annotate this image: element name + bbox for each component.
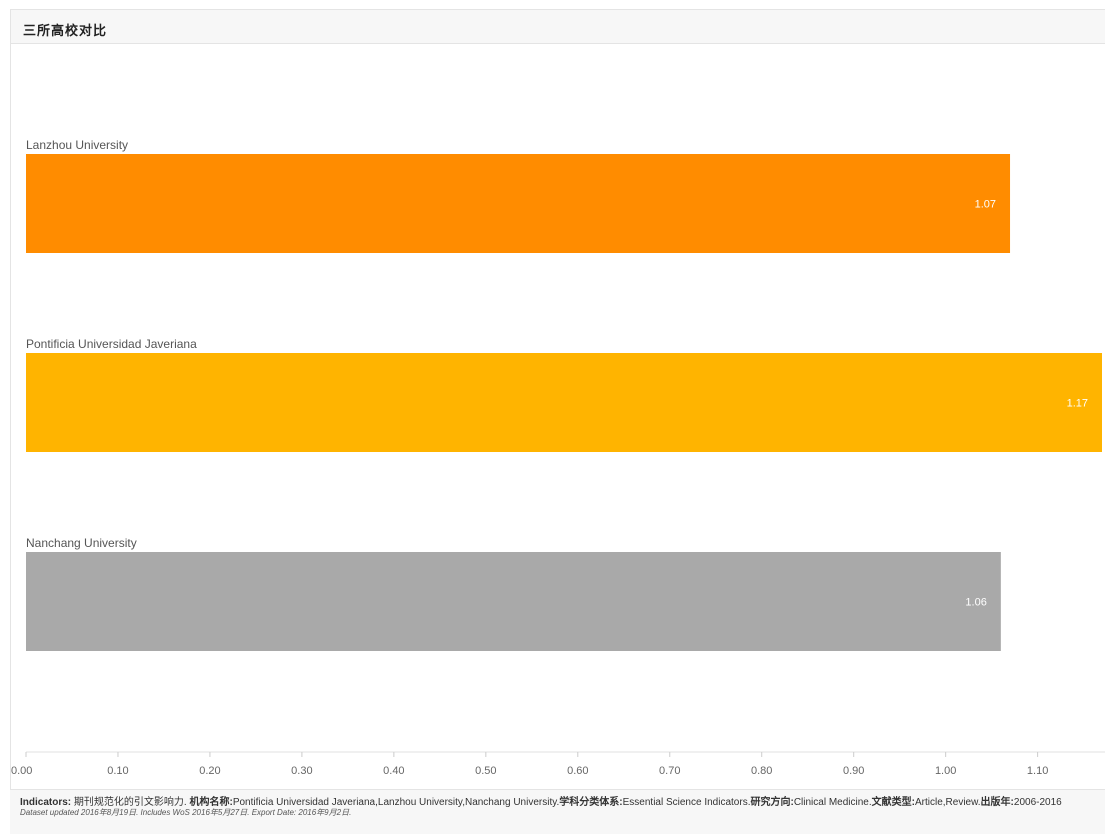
x-tick-label: 0.30 — [291, 765, 312, 777]
footer-note: Dataset updated 2016年8月19日. Includes WoS… — [20, 808, 352, 817]
x-tick-label: 1.00 — [935, 765, 956, 777]
footer-description: Indicators: 期刊规范化的引文影响力. 机构名称:Pontificia… — [20, 797, 1095, 808]
research-label: 研究方向: — [750, 797, 794, 808]
doctype-value: Article,Review. — [914, 797, 981, 808]
footer: Indicators: 期刊规范化的引文影响力. 机构名称:Pontificia… — [10, 789, 1105, 834]
year-value: 2006-2016 — [1013, 797, 1062, 808]
x-tick-label: 0.00 — [11, 765, 32, 777]
bar[interactable] — [26, 353, 1102, 452]
x-tick-label: 0.20 — [199, 765, 220, 777]
institution-value: Pontificia Universidad Javeriana,Lanzhou… — [232, 797, 560, 808]
x-tick-label: 0.50 — [475, 765, 496, 777]
indicators-label: Indicators: — [20, 797, 72, 808]
x-tick-label: 0.40 — [383, 765, 404, 777]
bar-category-label: Pontificia Universidad Javeriana — [26, 337, 197, 351]
x-tick-label: 0.10 — [107, 765, 128, 777]
bar-value-label: 1.07 — [975, 199, 996, 211]
year-label: 出版年: — [980, 797, 1014, 808]
schema-value: Essential Science Indicators. — [622, 797, 751, 808]
panel-title: 三所高校对比 — [23, 24, 108, 39]
doctype-label: 文献类型: — [871, 797, 915, 808]
bar-category-label: Lanzhou University — [26, 138, 128, 152]
x-tick-label: 0.90 — [843, 765, 864, 777]
x-tick-label: 0.80 — [751, 765, 772, 777]
indicators-value: 期刊规范化的引文影响力. — [71, 797, 190, 808]
bar-value-label: 1.06 — [965, 597, 986, 609]
bar[interactable] — [26, 154, 1011, 253]
bar-value-label: 1.17 — [1067, 398, 1088, 410]
schema-label: 学科分类体系: — [559, 797, 623, 808]
x-tick-label: 0.70 — [659, 765, 680, 777]
x-tick-label: 1.10 — [1027, 765, 1048, 777]
chart-area: Lanzhou University 1.07 Pontificia Univers… — [10, 44, 1105, 789]
bar-category-label: Nanchang University — [26, 536, 137, 550]
institution-label: 机构名称: — [189, 797, 233, 808]
bar[interactable] — [26, 552, 1001, 651]
x-tick-label: 0.60 — [567, 765, 588, 777]
research-value: Clinical Medicine. — [793, 797, 872, 808]
bar-chart: Lanzhou University 1.07 Pontificia Univers… — [11, 138, 1105, 777]
panel-header: 三所高校对比 — [10, 9, 1105, 44]
